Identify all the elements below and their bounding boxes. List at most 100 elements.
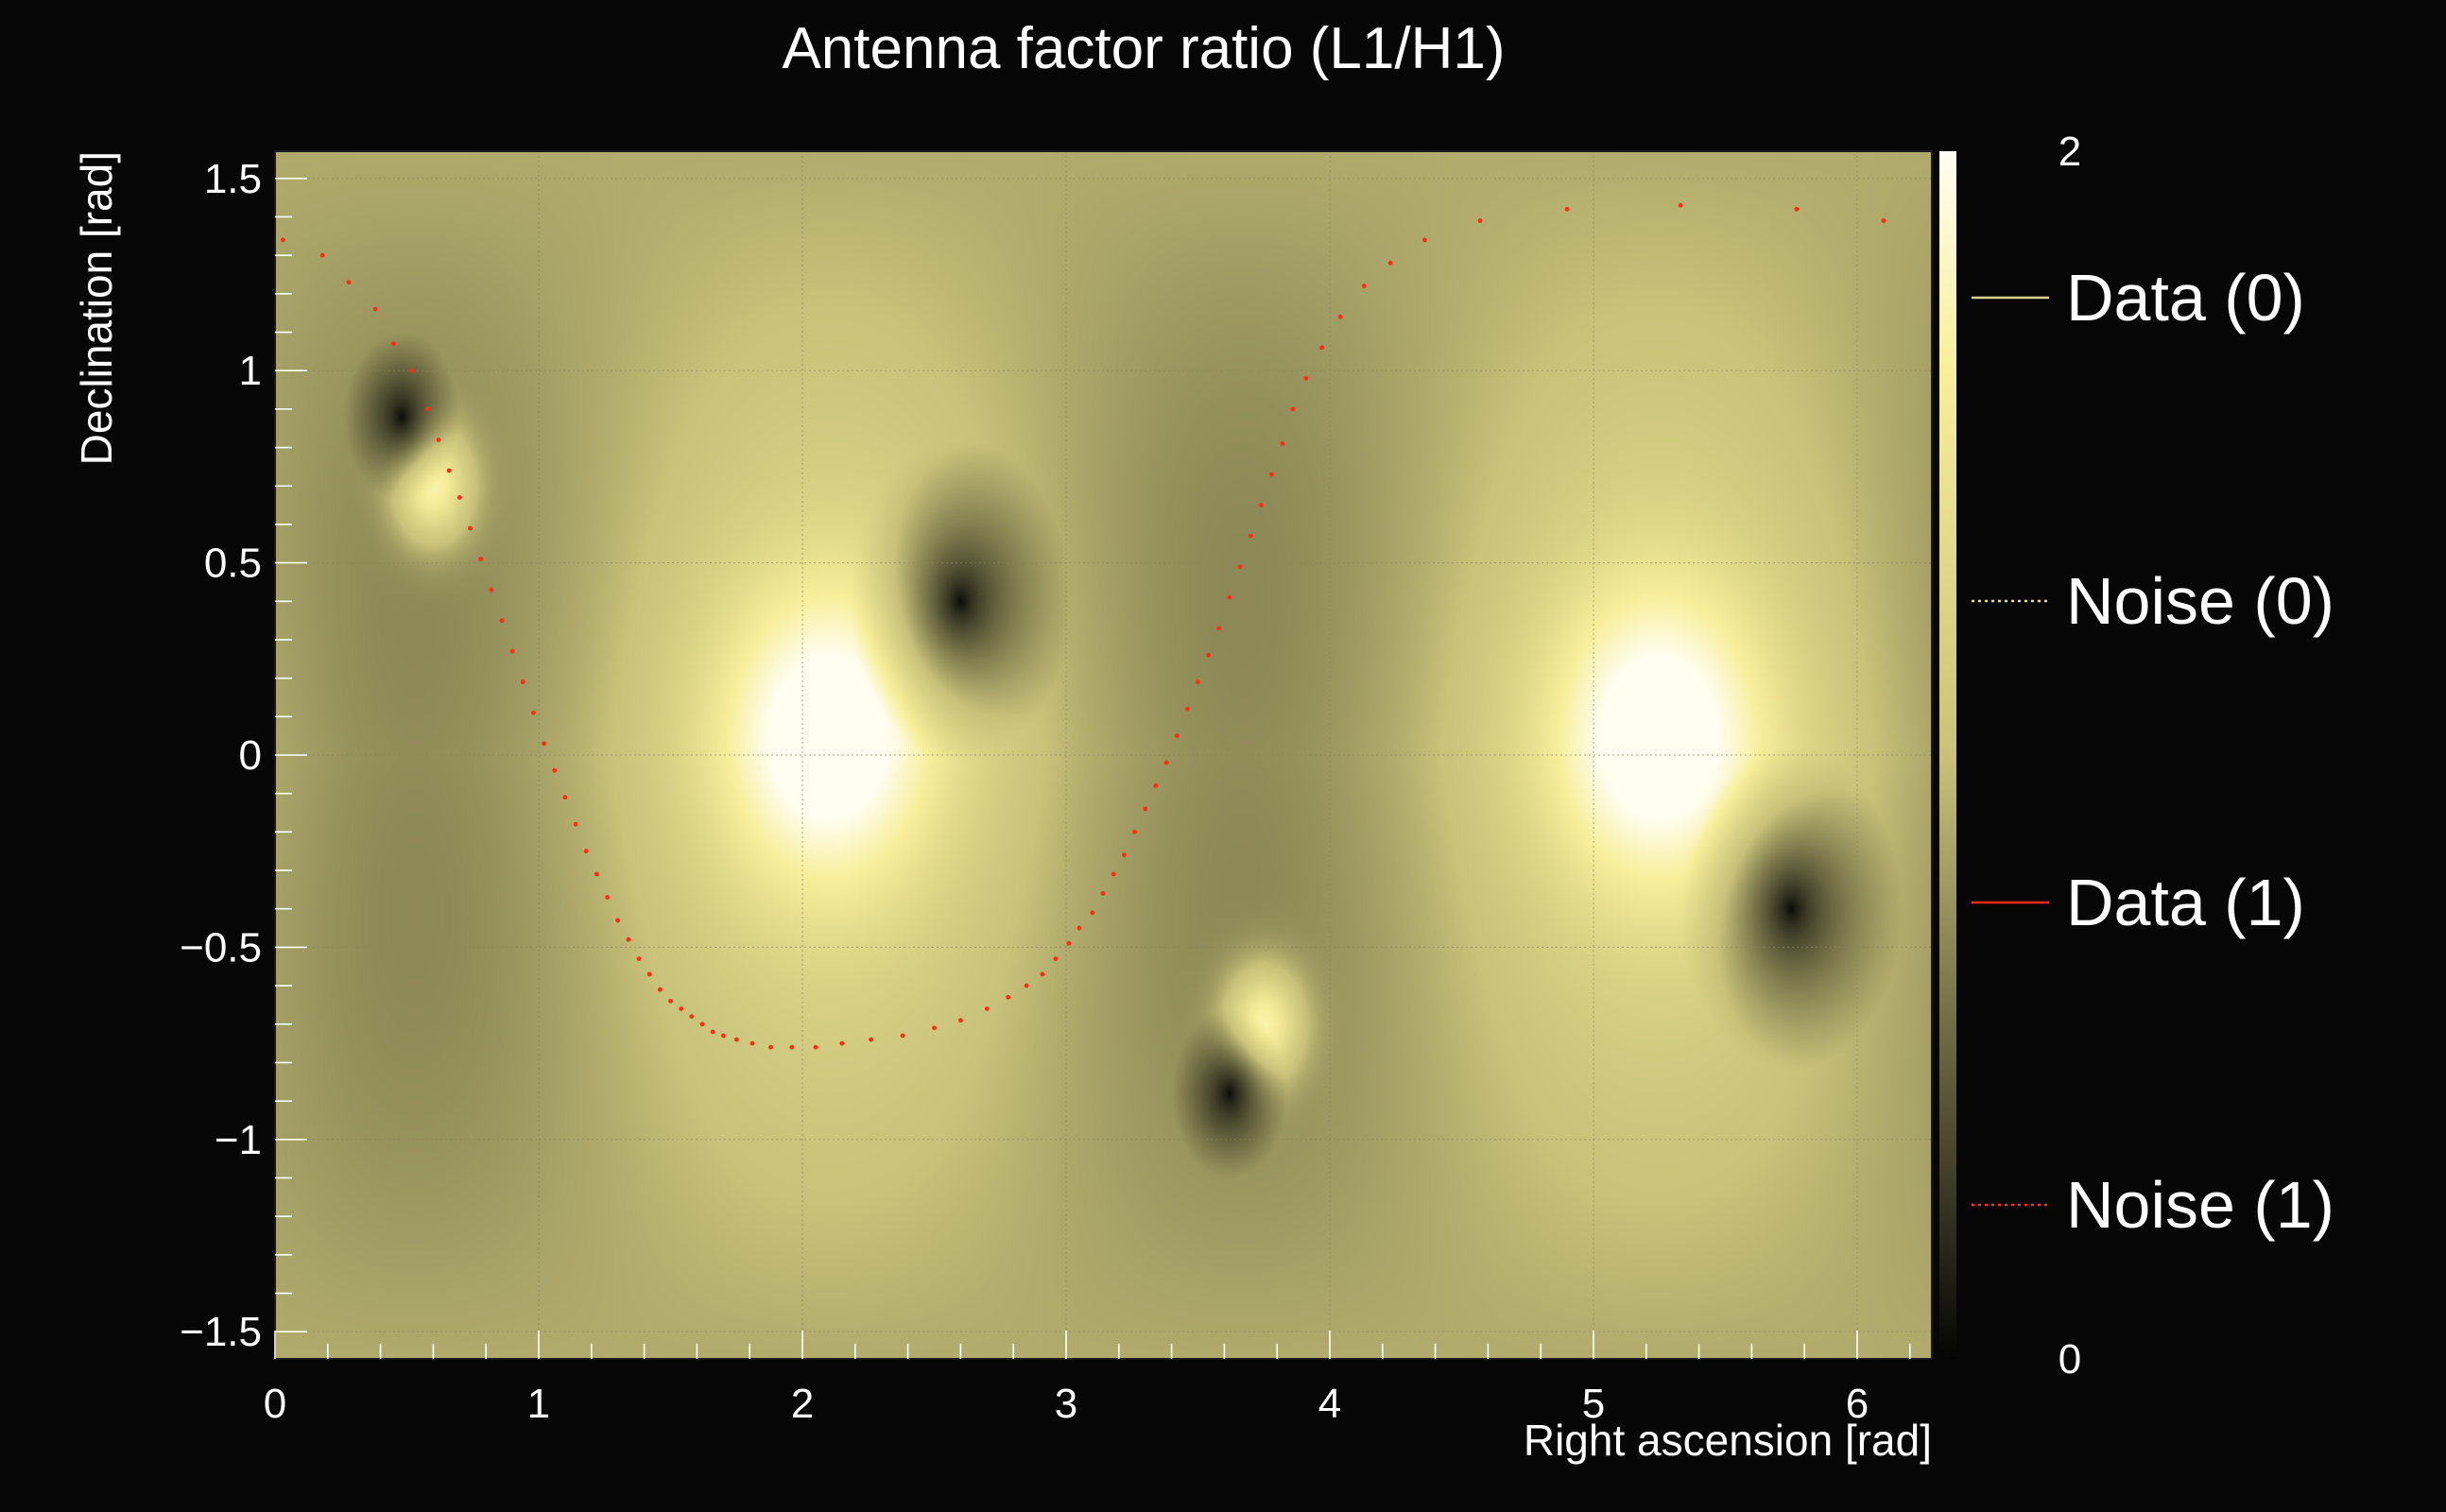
series-point [1077,925,1082,931]
series-point [839,1040,845,1046]
series-point [636,956,642,962]
colorbar: 20 [1939,129,2081,1383]
series-point [1280,441,1285,446]
y-tick-label: 1.5 [204,156,262,202]
x-tick-label: 0 [264,1381,286,1427]
legend-label: Noise (0) [2066,564,2334,638]
series-point [689,1014,695,1020]
series-point [749,1040,755,1046]
y-tick-label: 0 [239,732,262,779]
series-point [409,368,415,373]
series-point [1216,626,1222,631]
series-noise-1-curve [280,202,1886,1050]
series-point [478,557,484,561]
colorbar-tick-label: 0 [2058,1336,2081,1383]
series-point [1227,594,1232,600]
series-point [1337,314,1343,319]
series-point [626,936,631,942]
x-axis-title: Right ascension [rad] [1524,1416,1932,1465]
series-point [509,648,515,654]
series-point [594,871,599,877]
series-point [372,306,378,312]
series-point [869,1037,873,1042]
series-point [1881,218,1886,223]
y-axis-title: Declination [rad] [72,151,121,465]
series-point [768,1044,773,1050]
series-point [1163,760,1169,765]
series-point [1361,284,1367,289]
series-point [1066,940,1072,946]
series-point [499,618,505,624]
series-point [391,341,396,347]
series-point [1248,533,1253,539]
series-point [1196,679,1200,685]
series-point [542,741,546,747]
series-point [1143,806,1148,812]
series-point [615,918,621,923]
series-point [1387,260,1393,266]
series-point [1303,375,1309,381]
legend-label: Data (0) [2066,261,2305,335]
series-point [583,849,589,854]
series-point [520,679,525,685]
series-point [1794,206,1800,212]
series-point [1100,891,1106,896]
series-point [319,252,325,258]
series-point [436,438,441,442]
series-point [1269,472,1275,477]
y-tick-label: 0.5 [204,541,262,587]
series-point [1121,852,1127,858]
series-point [668,998,673,1004]
series-point [425,406,431,412]
series-point [657,987,663,992]
series-point [468,525,473,531]
series-point [733,1037,739,1042]
series-point [280,237,285,243]
series-point [699,1022,705,1027]
series-point [1319,345,1325,351]
x-tick-label: 5 [1582,1381,1605,1427]
x-tick-label: 3 [1055,1381,1077,1427]
plot-area [274,150,1933,1360]
series-point [1040,971,1045,977]
series-point [552,767,558,773]
x-tick-label: 1 [527,1381,550,1427]
series-point [646,971,652,977]
series-point [720,1033,726,1039]
series-point [1422,237,1427,243]
series-point [1290,406,1296,412]
series-point [1153,783,1159,788]
colorbar-gradient [1939,151,1956,1359]
series-point [346,280,352,285]
series-point [605,895,610,900]
legend-label: Data (1) [2066,866,2305,939]
series-point [1174,733,1180,739]
series-point [1024,983,1029,988]
series-point [1053,956,1059,962]
series-point [489,587,494,593]
colorbar-tick-label: 2 [2058,129,2081,175]
series-point [1564,206,1570,212]
legend-label: Noise (1) [2066,1168,2334,1242]
series-point [456,495,462,500]
y-tick-label: −1.5 [180,1309,262,1355]
series-point [932,1025,937,1031]
y-axis-ticks: 1.5 1 0.5 0 −0.5 −1 −1.5 [180,156,307,1355]
series-point [1006,994,1011,1000]
series-point [1111,871,1116,877]
series-point [1184,706,1190,712]
series-point [1477,218,1483,223]
y-tick-label: −0.5 [180,924,262,971]
series-point [957,1018,963,1023]
series-point [531,710,536,715]
series-point [562,795,568,800]
y-tick-label: 1 [239,348,262,394]
series-point [573,821,578,827]
series-point [789,1044,795,1050]
series-point [813,1044,818,1050]
series-point [1678,202,1683,208]
series-point [900,1033,905,1039]
series-point [679,1006,684,1011]
series-point [710,1029,715,1035]
